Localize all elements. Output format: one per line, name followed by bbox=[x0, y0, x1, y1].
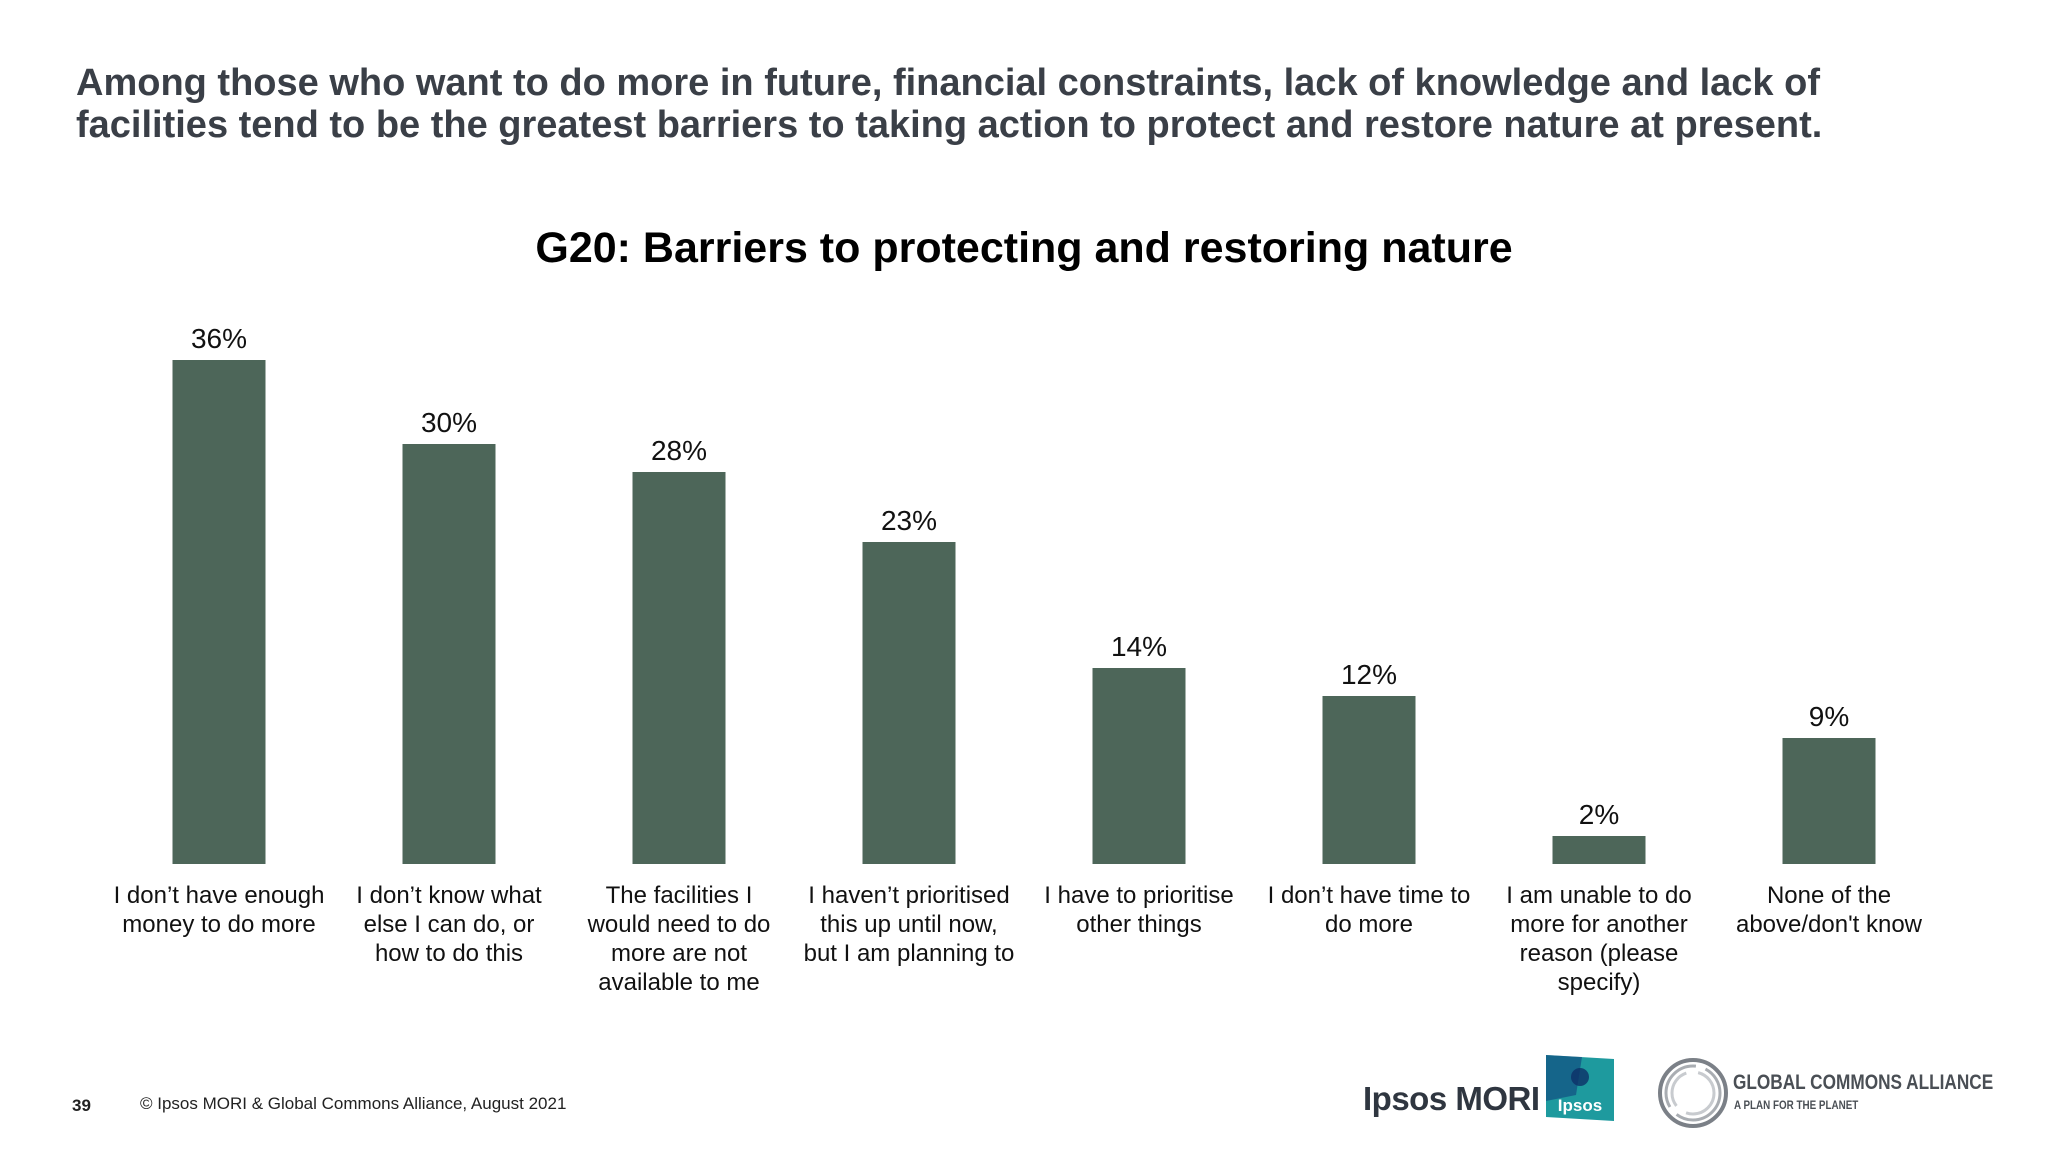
bar-value-label: 30% bbox=[421, 407, 477, 438]
headline-line-2: facilities tend to be the greatest barri… bbox=[76, 104, 1823, 146]
bar-value-label: 12% bbox=[1341, 659, 1397, 690]
category-label-line: else I can do, or bbox=[364, 911, 535, 938]
bar bbox=[632, 472, 726, 864]
category-label-line: would need to do bbox=[587, 911, 771, 938]
category-label-line: how to do this bbox=[375, 940, 523, 967]
slide-headline: Among those who want to do more in futur… bbox=[76, 62, 1976, 146]
category-label: None of the above/don't know bbox=[1736, 882, 1923, 938]
category-label: I am unable to do more for another reason … bbox=[1506, 882, 1691, 996]
category-label-line: but I am planning to bbox=[804, 940, 1015, 967]
bar-value-label: 9% bbox=[1809, 701, 1849, 732]
category-label-line: I haven’t prioritised bbox=[808, 882, 1009, 909]
value-labels-layer: 36% 30% 28% 23% 14% 12% 2% 9% bbox=[191, 323, 1849, 830]
category-label-line: I don’t know what bbox=[356, 882, 542, 909]
category-label: I don’t have time to do more bbox=[1268, 882, 1471, 938]
bar bbox=[1092, 668, 1186, 864]
category-label-line: do more bbox=[1325, 911, 1413, 938]
category-label-line: I don’t have enough bbox=[114, 882, 325, 909]
chart-title: G20: Barriers to protecting and restorin… bbox=[535, 224, 1512, 272]
category-label-line: above/don't know bbox=[1736, 911, 1923, 938]
category-label-line: I have to prioritise bbox=[1044, 882, 1233, 909]
bars-layer bbox=[172, 360, 1876, 864]
category-label-line: this up until now, bbox=[820, 911, 997, 938]
bar bbox=[862, 542, 956, 864]
category-label: I have to prioritise other things bbox=[1044, 882, 1233, 938]
category-label: I haven’t prioritised this up until now, b… bbox=[804, 882, 1015, 967]
category-label-line: other things bbox=[1076, 911, 1201, 938]
category-label-line: money to do more bbox=[122, 911, 315, 938]
category-label-line: more for another bbox=[1510, 911, 1687, 938]
bar bbox=[1322, 696, 1416, 864]
category-label-line: reason (please bbox=[1520, 940, 1679, 967]
category-label-line: I am unable to do bbox=[1506, 882, 1691, 909]
bar bbox=[1782, 738, 1876, 864]
bar-value-label: 28% bbox=[651, 435, 707, 466]
bar bbox=[172, 360, 266, 864]
category-label-line: None of the bbox=[1767, 882, 1891, 909]
bar bbox=[402, 444, 496, 864]
bar-value-label: 2% bbox=[1579, 799, 1619, 830]
headline-line-1: Among those who want to do more in futur… bbox=[76, 62, 1820, 104]
category-label-line: The facilities I bbox=[606, 882, 753, 909]
bar-value-label: 14% bbox=[1111, 631, 1167, 662]
bar-value-label: 23% bbox=[881, 505, 937, 536]
bar bbox=[1552, 836, 1646, 864]
category-label-line: more are not bbox=[611, 940, 747, 967]
bar-value-label: 36% bbox=[191, 323, 247, 354]
category-label-line: available to me bbox=[598, 969, 759, 996]
category-label: I don’t know what else I can do, or how to… bbox=[356, 882, 542, 967]
category-label-line: I don’t have time to bbox=[1268, 882, 1471, 909]
category-label: I don’t have enough money to do more bbox=[114, 882, 325, 938]
category-label-line: specify) bbox=[1558, 969, 1641, 996]
